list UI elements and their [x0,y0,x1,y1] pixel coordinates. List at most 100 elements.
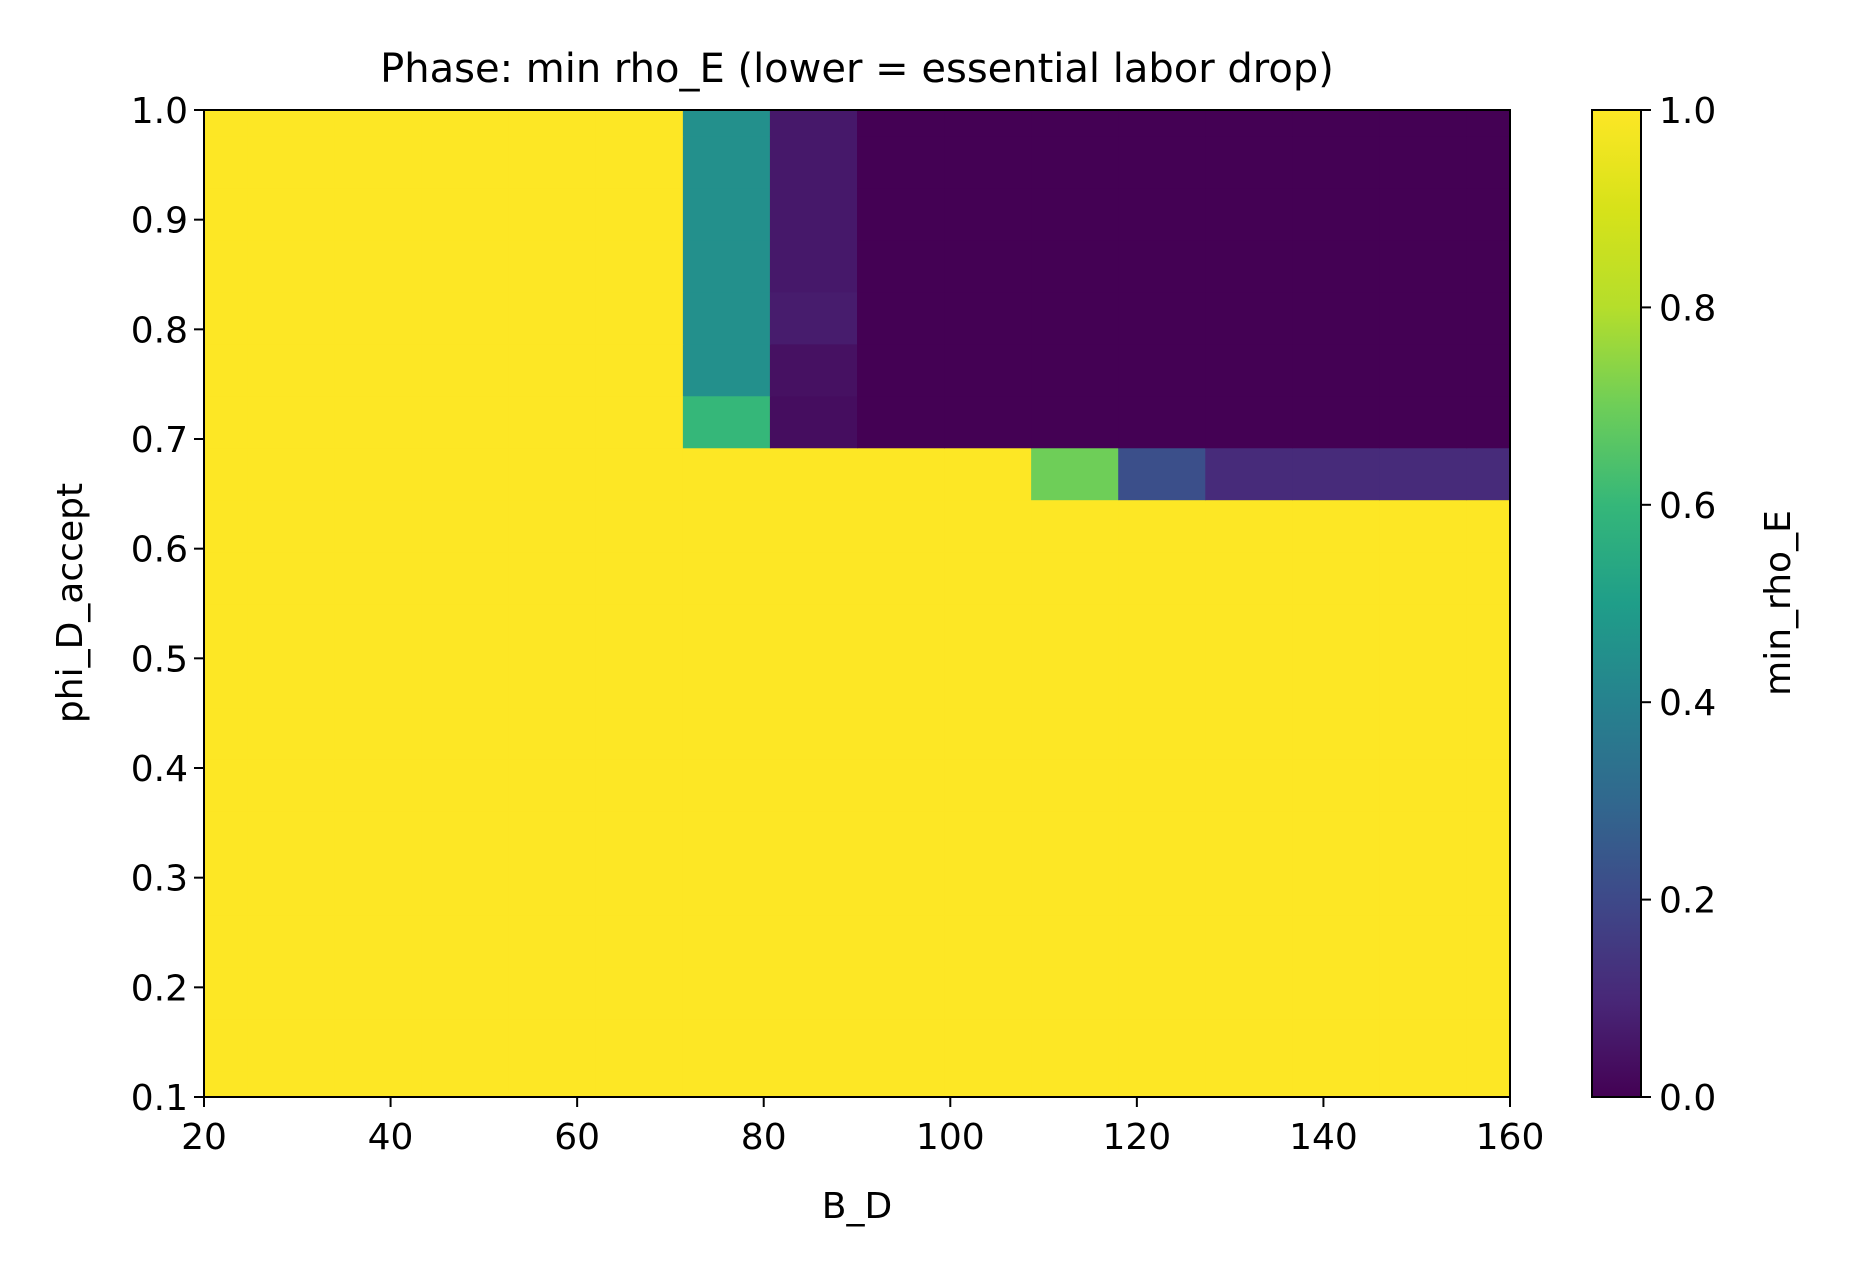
heatmap-cell [204,967,249,1020]
heatmap-cell [421,603,510,657]
heatmap-cell [769,110,858,137]
heatmap-cell [204,811,249,864]
heatmap-cell [944,291,1032,345]
heatmap-cell [682,1019,771,1072]
heatmap-cell [595,603,684,657]
colorbar-tick-label: 0.2 [1659,881,1716,922]
heatmap-cell [1292,863,1380,916]
heatmap-cell [508,291,597,345]
heatmap-cell [1118,187,1206,241]
heatmap-cell [334,707,423,760]
heatmap-cell [508,551,597,605]
heatmap-cell [1466,603,1511,657]
heatmap-cell [421,863,510,916]
colorbar-tick-label: 0.8 [1659,288,1716,329]
heatmap-cell [857,915,945,968]
heatmap-cell [334,187,423,241]
heatmap-cell [247,759,336,812]
heatmap-cell [508,811,597,864]
heatmap-cell [1379,707,1468,760]
heatmap-cell [1379,395,1468,449]
heatmap-cell [1031,343,1119,397]
y-tick-label: 0.1 [131,1078,188,1119]
heatmap-cell [508,343,597,397]
heatmap-cell [769,291,858,345]
heatmap-cell [421,551,510,605]
heatmap-cell [1205,863,1293,916]
heatmap-cell [682,187,771,241]
heatmap-cell [1118,655,1206,709]
heatmap-cell [857,1019,945,1072]
y-tick-label: 0.2 [131,968,188,1009]
heatmap-cell [1118,395,1206,449]
heatmap-cell [944,1019,1032,1072]
heatmap-cell [682,499,771,553]
heatmap-cell [1292,915,1380,968]
heatmap-cell [1292,239,1380,293]
heatmap-cell [1118,603,1206,657]
heatmap-cell [682,811,771,864]
heatmap-cell [944,187,1032,241]
x-tick-label: 80 [741,1117,787,1158]
y-axis-label: phi_D_accept [50,483,91,723]
heatmap-cell [247,1071,336,1098]
heatmap-cell [769,239,858,293]
heatmap-cell [204,135,249,189]
heatmap-cell [857,967,945,1020]
heatmap-cell [421,239,510,293]
heatmap-cell [204,603,249,657]
heatmap-cell [682,135,771,189]
heatmap-cell [857,291,945,345]
heatmap-cell [1292,110,1380,137]
heatmap-cell [944,447,1032,501]
heatmap-cell [508,187,597,241]
heatmap-cell [247,395,336,449]
y-axis: 0.1 0.2 0.3 0.4 0.5 0.6 0.7 0.8 0.9 1.0 [131,91,204,1119]
heatmap-cell [204,1071,249,1098]
heatmap-cell [595,110,684,137]
heatmap-cell [247,811,336,864]
heatmap-cell [204,863,249,916]
heatmap-cell [769,759,858,812]
heatmap-cell [1466,239,1511,293]
heatmap-cell [204,239,249,293]
heatmap-cell [1118,291,1206,345]
heatmap-cell [421,915,510,968]
heatmap-cell [204,759,249,812]
heatmap-cell [1379,343,1468,397]
heatmap-cell [334,291,423,345]
heatmap-cell [857,863,945,916]
heatmap-cell [1031,915,1119,968]
heatmap-cell [857,759,945,812]
heatmap-cell [857,499,945,553]
heatmap-cell [1031,187,1119,241]
heatmap-cell [1205,655,1293,709]
heatmap-cell [1205,759,1293,812]
heatmap-cell [769,551,858,605]
heatmap-cell [334,603,423,657]
heatmap-cell [1205,395,1293,449]
heatmap-cell [1466,447,1511,501]
heatmap-cell [508,110,597,137]
heatmap-cell [1031,707,1119,760]
heatmap-cell [247,291,336,345]
heatmap-cell [508,603,597,657]
y-tick-label: 0.6 [131,530,188,571]
heatmap-cell [1031,967,1119,1020]
heatmap-cell [857,811,945,864]
heatmap-cell [1379,915,1468,968]
heatmap-cell [944,655,1032,709]
heatmap-cell [334,343,423,397]
heatmap-cell [508,915,597,968]
heatmap-cell [204,110,249,137]
heatmap-cell [247,603,336,657]
heatmap-cell [857,110,945,137]
heatmap-cell [769,135,858,189]
x-tick-label: 40 [368,1117,414,1158]
heatmap-cell [247,863,336,916]
heatmap-cell [595,343,684,397]
heatmap-cell [247,343,336,397]
heatmap-cell [421,499,510,553]
heatmap-cell [1031,759,1119,812]
heatmap-cell [1205,291,1293,345]
